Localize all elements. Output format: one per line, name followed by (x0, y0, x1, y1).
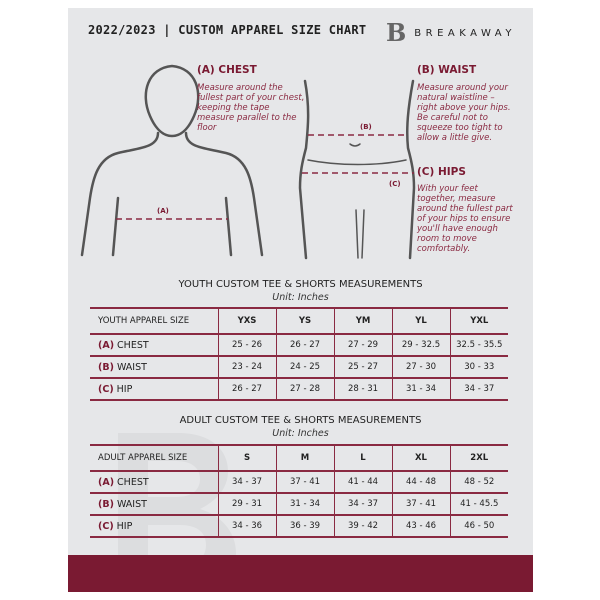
table-header-row: ADULT APPAREL SIZE S M L XL 2XL (90, 444, 508, 471)
cell: 34 - 37 (217, 470, 276, 493)
cell: 41 - 44 (333, 470, 392, 493)
youth-size-table: YOUTH APPAREL SIZE YXS YS YM YL YXL (A) C… (90, 307, 508, 401)
cell: 39 - 42 (333, 514, 392, 538)
row-label: CHEST (117, 476, 149, 488)
cell: 26 - 27 (275, 333, 334, 356)
cell: 27 - 28 (275, 377, 334, 401)
cell: 48 - 52 (449, 470, 508, 493)
row-label: WAIST (116, 498, 147, 510)
row-label: CHEST (117, 339, 149, 351)
table-row: (C) HIP 34 - 36 36 - 39 39 - 42 43 - 46 46 - 5… (90, 514, 508, 538)
row-letter: (C) (98, 383, 114, 395)
upper-body-figure (80, 64, 264, 257)
cell: 32.5 - 35.5 (449, 333, 508, 356)
cell: 34 - 37 (333, 492, 392, 515)
adult-unit: Unit: Inches (272, 428, 329, 439)
hips-heading: (C) HIPS (417, 166, 466, 178)
waist-heading: (B) WAIST (417, 64, 477, 76)
size-header: YXL (449, 307, 508, 334)
row-label: HIP (116, 520, 133, 532)
lower-body-figure (298, 79, 416, 260)
size-header: S (217, 444, 276, 471)
cell: 34 - 37 (449, 377, 508, 401)
cell: 30 - 33 (449, 355, 508, 378)
body-diagrams: (A) (B) (C) (80, 64, 416, 260)
cell: 43 - 46 (391, 514, 450, 538)
size-header: YS (275, 307, 334, 334)
youth-unit: Unit: Inches (272, 292, 329, 303)
table-row: (B) WAIST 29 - 31 31 - 34 34 - 37 37 - 41 41 -… (90, 492, 508, 515)
cell: 28 - 31 (333, 377, 392, 401)
header-label: ADULT APPAREL SIZE (90, 444, 218, 471)
measure-lines (116, 134, 414, 220)
row-label: WAIST (116, 361, 147, 373)
size-chart-panel: 2022/2023 | CUSTOM APPAREL SIZE CHART B … (68, 8, 533, 592)
cell: 37 - 41 (275, 470, 334, 493)
cell: 25 - 27 (333, 355, 392, 378)
cell: 37 - 41 (391, 492, 450, 515)
size-header: M (275, 444, 334, 471)
brand-logo: B BREAKAWAY (386, 18, 516, 47)
youth-title: YOUTH CUSTOM TEE & SHORTS MEASUREMENTS (178, 279, 423, 290)
cell: 34 - 36 (217, 514, 276, 538)
hips-description: With your feet together, measure around … (417, 184, 513, 254)
table-header-row: YOUTH APPAREL SIZE YXS YS YM YL YXL (90, 307, 508, 334)
adult-size-table: ADULT APPAREL SIZE S M L XL 2XL (A) CHEST… (90, 444, 508, 538)
row-letter: (B) (98, 498, 114, 510)
cell: 24 - 25 (275, 355, 334, 378)
cell: 29 - 32.5 (391, 333, 450, 356)
size-header: XL (391, 444, 450, 471)
chest-description: Measure around the fullest part of your … (197, 83, 305, 133)
cell: 29 - 31 (217, 492, 276, 515)
waist-description: Measure around your natural waistline – … (417, 83, 511, 143)
cell: 31 - 34 (275, 492, 334, 515)
brand-name: BREAKAWAY (414, 27, 516, 39)
marker-b: (B) (360, 123, 372, 131)
cell: 27 - 29 (333, 333, 392, 356)
cell: 44 - 48 (391, 470, 450, 493)
cell: 31 - 34 (391, 377, 450, 401)
cell: 26 - 27 (217, 377, 276, 401)
logo-mark: B (386, 18, 407, 47)
size-header: 2XL (449, 444, 508, 471)
footer-bar (68, 555, 533, 592)
cell: 27 - 30 (391, 355, 450, 378)
table-row: (C) HIP 26 - 27 27 - 28 28 - 31 31 - 34 34 - 3… (90, 377, 508, 401)
marker-c: (C) (389, 180, 401, 188)
table-row: (A) CHEST 34 - 37 37 - 41 41 - 44 44 - 48 48 -… (90, 470, 508, 493)
row-letter: (A) (98, 339, 115, 351)
cell: 46 - 50 (449, 514, 508, 538)
size-header: YXS (217, 307, 276, 334)
size-header: YM (333, 307, 392, 334)
table-row: (B) WAIST 23 - 24 24 - 25 25 - 27 27 - 30 30 -… (90, 355, 508, 378)
row-letter: (A) (98, 476, 115, 488)
cell: 23 - 24 (217, 355, 276, 378)
row-label: HIP (116, 383, 133, 395)
page-title: 2022/2023 | CUSTOM APPAREL SIZE CHART (88, 23, 367, 37)
adult-title: ADULT CUSTOM TEE & SHORTS MEASUREMENTS (179, 415, 422, 426)
size-header: L (333, 444, 392, 471)
row-letter: (B) (98, 361, 114, 373)
row-letter: (C) (98, 520, 114, 532)
size-header: YL (391, 307, 450, 334)
table-row: (A) CHEST 25 - 26 26 - 27 27 - 29 29 - 32.5 32… (90, 333, 508, 356)
header-label: YOUTH APPAREL SIZE (90, 307, 218, 334)
cell: 25 - 26 (217, 333, 276, 356)
chest-heading: (A) CHEST (197, 64, 257, 76)
marker-a: (A) (157, 207, 169, 215)
cell: 36 - 39 (275, 514, 334, 538)
cell: 41 - 45.5 (449, 492, 508, 515)
